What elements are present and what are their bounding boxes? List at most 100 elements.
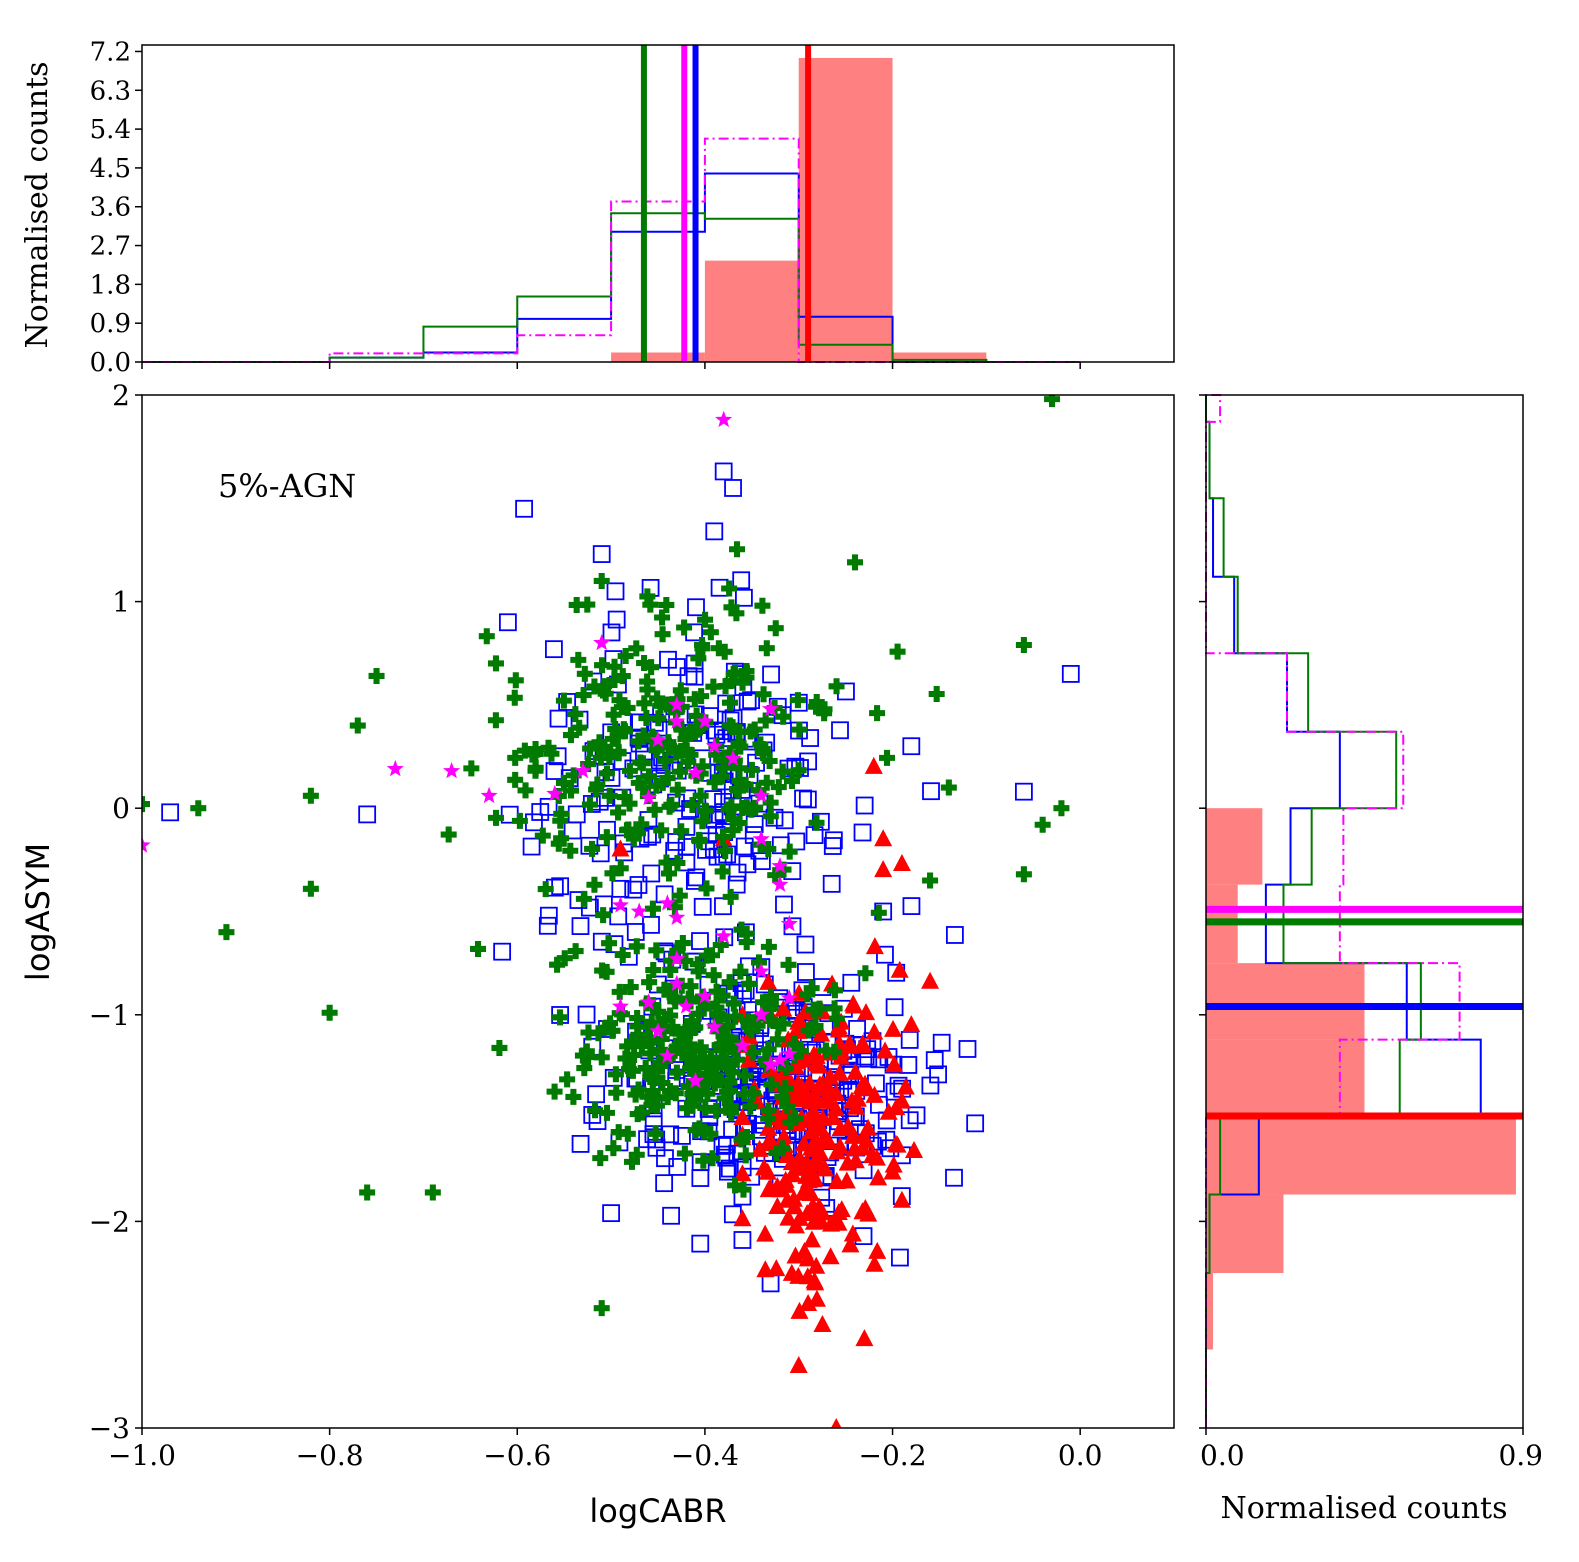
triangle-marker: [801, 1183, 820, 1201]
cross-marker: [580, 1024, 597, 1041]
cross-marker: [662, 739, 679, 756]
cross-marker: [669, 942, 686, 959]
cross-marker: [826, 1043, 843, 1060]
y-tick-label: −2: [89, 1205, 130, 1238]
top-histogram-ylabel: Normalised counts: [20, 61, 55, 348]
square-marker: [587, 1085, 606, 1104]
triangle-marker: [856, 1074, 875, 1092]
cross-marker: [672, 682, 689, 699]
cross-marker: [630, 825, 647, 842]
cross-marker: [677, 952, 694, 969]
square-marker: [900, 1031, 919, 1049]
cross-marker: [758, 774, 775, 791]
square-marker: [842, 973, 861, 992]
right-histogram-bars: [1205, 394, 1516, 1428]
cross-marker: [782, 1114, 799, 1131]
triangle-marker: [892, 853, 911, 871]
triangle-marker: [845, 1139, 864, 1157]
cross-marker: [628, 1146, 645, 1163]
square-marker: [673, 1126, 691, 1145]
triangle-marker: [828, 1142, 847, 1160]
square-marker: [545, 640, 563, 659]
top-hist-step-magenta: [142, 137, 1081, 363]
cross-marker: [1015, 636, 1032, 653]
cross-marker: [576, 665, 593, 682]
cross-marker: [470, 940, 487, 957]
cross-marker: [857, 965, 874, 982]
cross-marker: [742, 723, 759, 740]
square-marker: [567, 805, 586, 824]
cross-marker: [633, 1038, 650, 1055]
cross-marker: [721, 694, 738, 711]
cross-marker: [673, 721, 690, 738]
cross-marker: [633, 816, 650, 833]
right-hist-bar-red: [1206, 1273, 1214, 1350]
cross-marker: [575, 890, 592, 907]
top-y-tick-label: 1.8: [90, 270, 131, 300]
annotation-label: 5%-AGN: [218, 467, 356, 505]
cross-marker: [724, 811, 741, 828]
cross-marker: [527, 762, 544, 779]
cross-marker: [847, 554, 864, 571]
cross-marker: [614, 1006, 631, 1023]
cross-marker: [737, 1147, 754, 1164]
square-marker: [515, 499, 534, 518]
cross-marker: [682, 1042, 699, 1059]
triangle-marker: [884, 1155, 903, 1173]
right-hist-bar-red: [1206, 808, 1263, 885]
cross-marker: [740, 975, 757, 992]
cross-marker: [321, 1004, 338, 1021]
right-x-tick-label: 0.9: [1498, 1439, 1543, 1472]
cross-marker: [640, 768, 657, 785]
square-marker: [794, 789, 812, 808]
cross-marker: [790, 762, 807, 779]
star-marker: [649, 1022, 667, 1039]
cross-marker: [731, 760, 748, 777]
square-marker: [714, 462, 733, 481]
triangle-marker: [733, 1107, 752, 1125]
triangle-marker: [807, 1256, 826, 1274]
top-y-tick-label: 4.5: [90, 154, 131, 184]
cross-marker: [761, 753, 778, 770]
cross-marker: [605, 706, 622, 723]
cross-marker: [190, 800, 207, 817]
square-marker: [735, 837, 754, 856]
cross-marker: [662, 961, 679, 978]
y-tick-label: −3: [89, 1412, 130, 1445]
cross-marker: [659, 696, 676, 713]
triangle-marker: [865, 1254, 884, 1272]
square-marker: [945, 1168, 963, 1187]
star-marker: [715, 410, 733, 428]
x-tick-label: −1.0: [108, 1439, 176, 1472]
cross-marker: [702, 1049, 719, 1066]
triangle-marker: [768, 1196, 787, 1214]
cross-marker: [570, 651, 587, 668]
right-hist-bar-red: [1206, 1118, 1516, 1195]
cross-marker: [724, 1064, 741, 1081]
cross-marker: [563, 782, 580, 799]
cross-marker: [649, 1090, 666, 1107]
triangle-marker: [611, 839, 630, 857]
cross-marker: [758, 640, 775, 657]
cross-marker: [799, 986, 816, 1003]
square-marker: [685, 872, 704, 890]
cross-marker: [602, 1015, 619, 1032]
square-marker: [624, 880, 643, 899]
cross-marker: [751, 954, 768, 971]
triangle-marker: [856, 1199, 875, 1217]
star-marker: [668, 712, 686, 729]
triangle-marker: [806, 1273, 825, 1291]
cross-marker: [616, 789, 633, 806]
cross-marker: [684, 796, 701, 813]
cross-marker: [729, 541, 746, 558]
square-marker: [855, 796, 874, 815]
cross-marker: [627, 1086, 644, 1103]
cross-marker: [720, 1059, 737, 1076]
cross-marker: [714, 1036, 731, 1053]
cross-marker: [708, 1055, 725, 1072]
cross-marker: [506, 689, 523, 706]
star-marker: [611, 997, 629, 1014]
triangle-marker: [767, 1259, 786, 1277]
cross-marker: [869, 705, 886, 722]
cross-marker: [879, 749, 896, 766]
